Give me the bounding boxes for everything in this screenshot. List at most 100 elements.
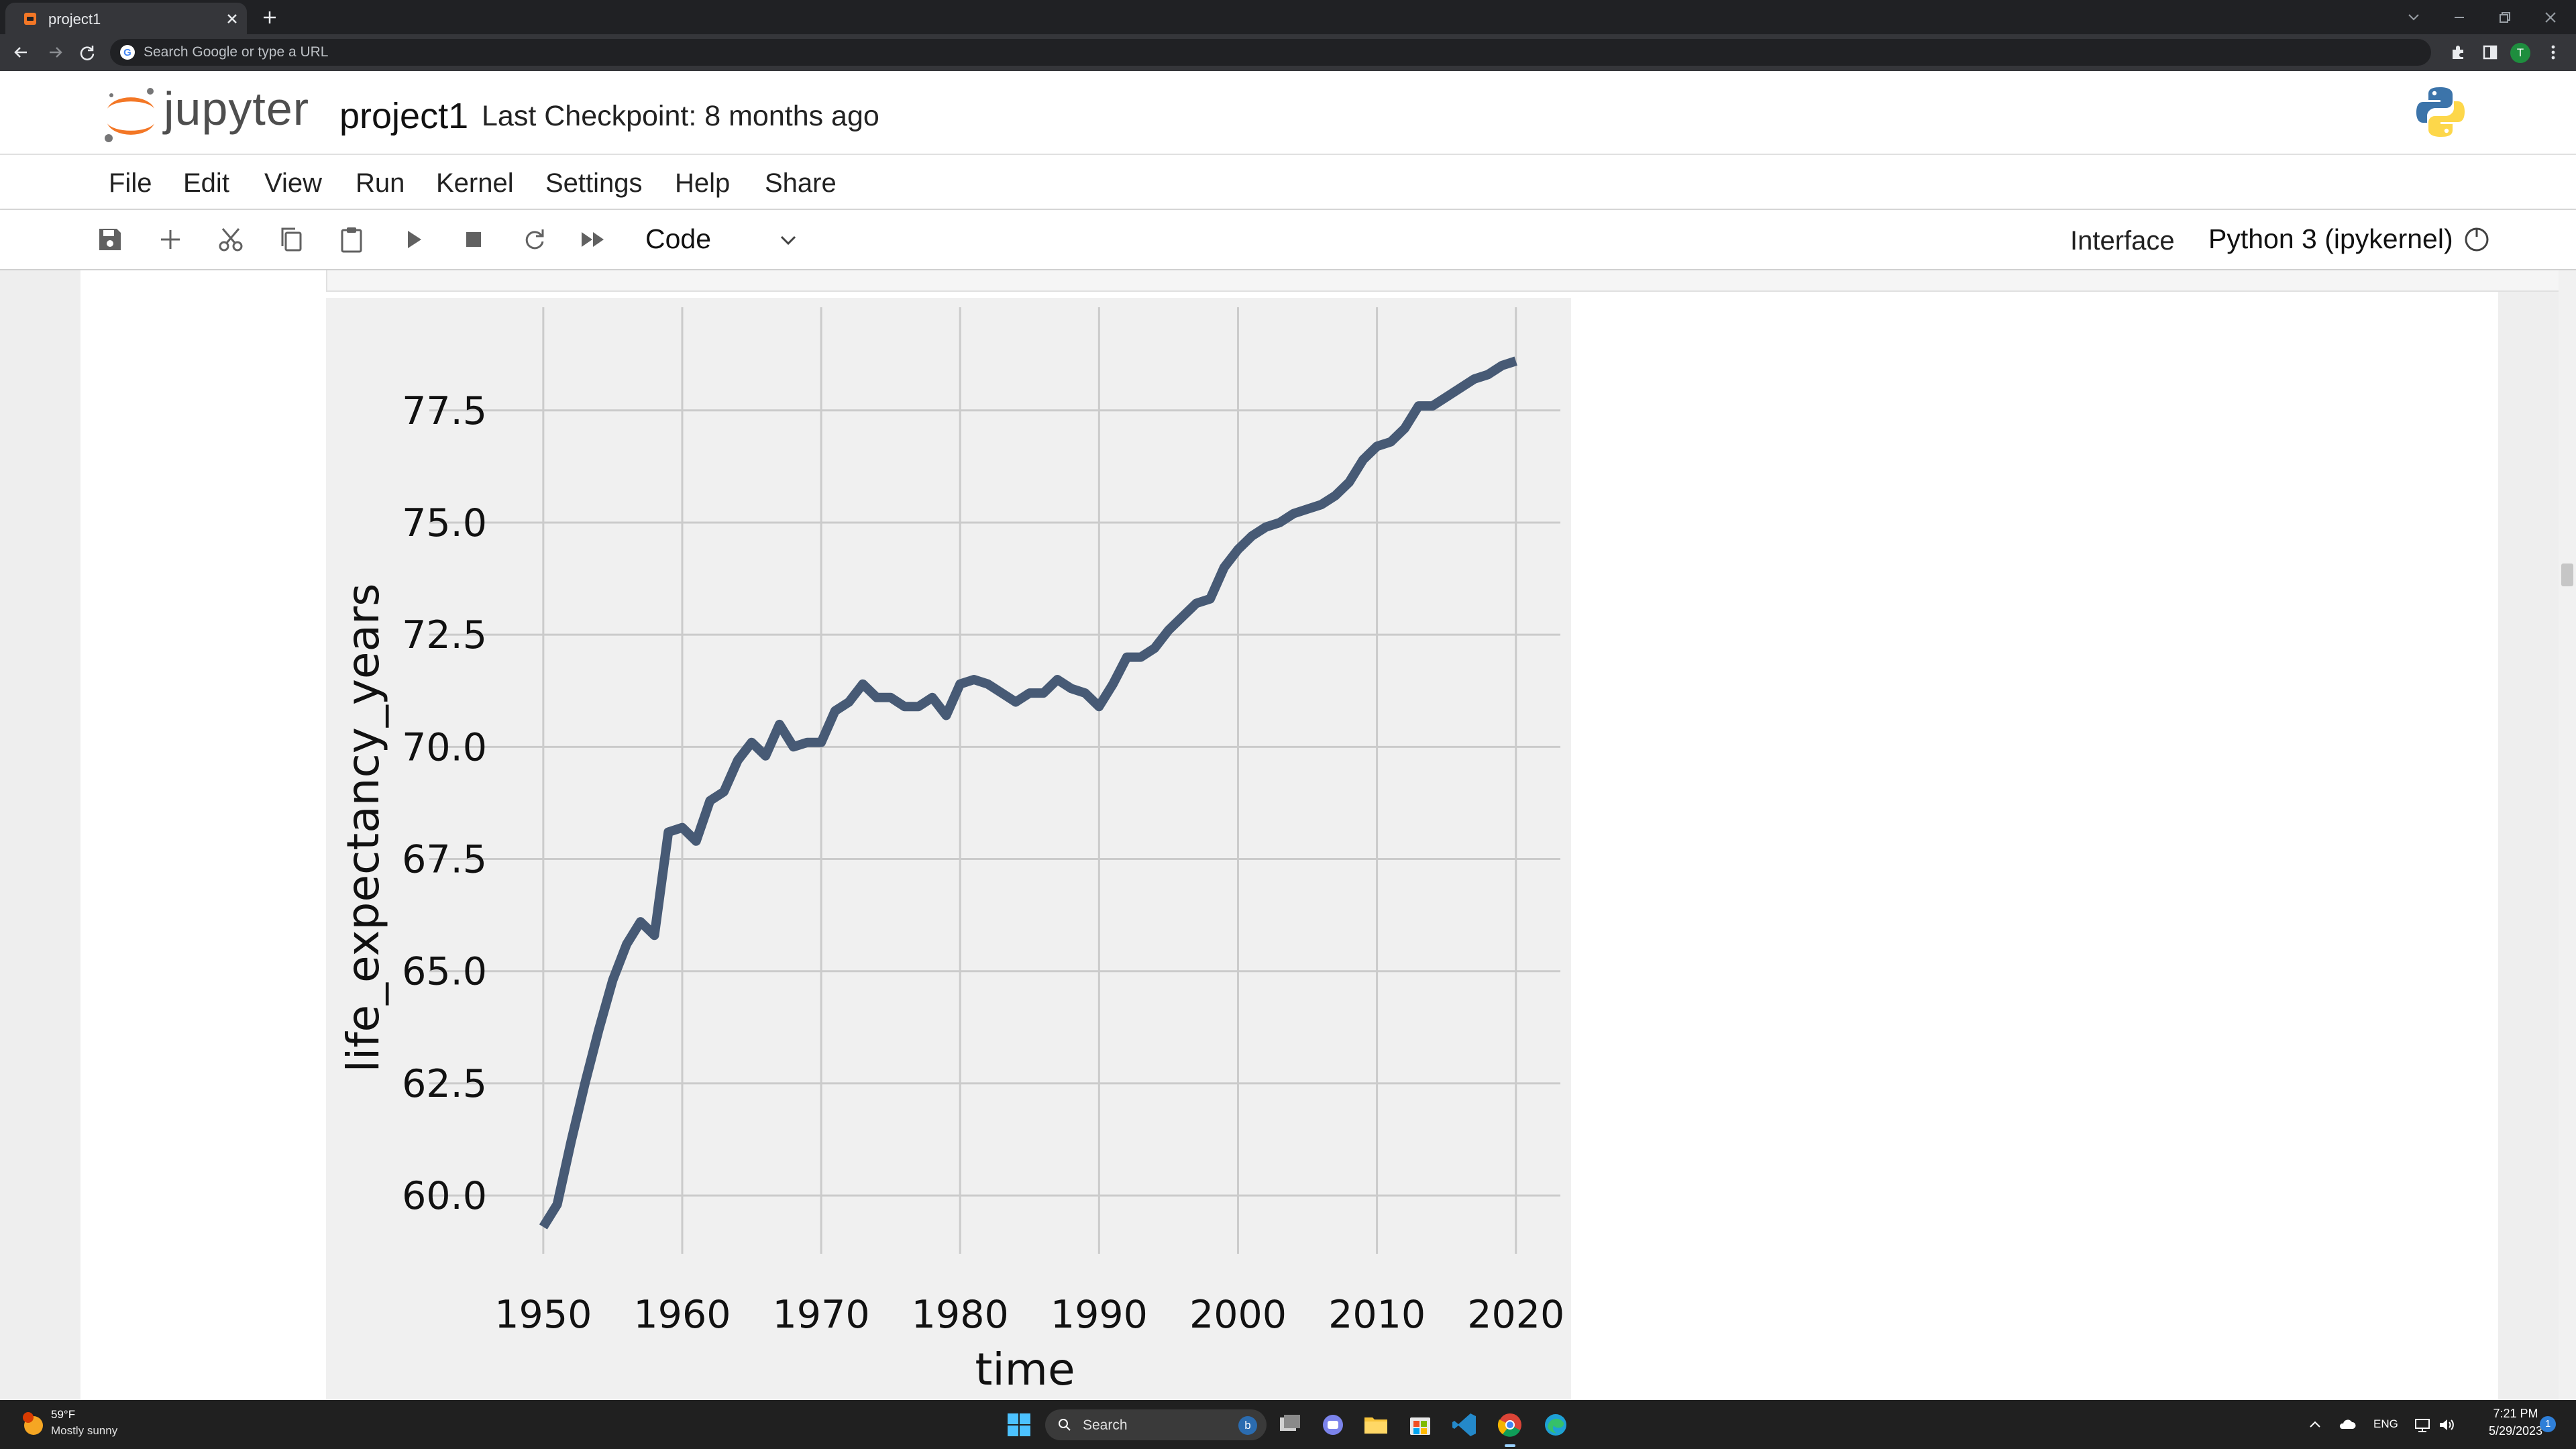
jupyter-logo-icon[interactable] [101,85,161,145]
google-g-icon: G [120,45,135,60]
taskbar-search-box[interactable]: Search b [1045,1409,1267,1440]
jupyter-favicon-icon [24,13,36,25]
menu-run[interactable]: Run [356,168,405,198]
jupyter-menubar: File Edit View Run Kernel Settings Help … [0,155,2576,210]
y-axis-label: life_expectancy_years [337,584,389,1073]
menu-view[interactable]: View [264,168,322,198]
notebook-title[interactable]: project1 [339,96,469,136]
input-language[interactable]: ENG [2373,1417,2398,1430]
kernel-idle-status-icon [2465,227,2489,252]
notebook-scrollbar-thumb[interactable] [2561,564,2573,586]
edge-icon[interactable] [1542,1411,1570,1439]
bing-icon: b [1238,1416,1257,1435]
restart-kernel-icon[interactable] [519,225,549,254]
minimize-window-icon[interactable] [2447,5,2471,30]
interface-switcher[interactable]: Interface [2070,226,2175,256]
last-checkpoint-status: Last Checkpoint: 8 months ago [482,100,879,132]
series-line [539,356,1517,1230]
notebook-scrollbar[interactable] [2559,270,2576,1400]
onedrive-cloud-icon[interactable] [2337,1415,2357,1435]
browser-tab-project1[interactable]: project1 [5,3,247,34]
chevron-down-icon[interactable] [777,230,800,250]
menu-edit[interactable]: Edit [183,168,229,198]
weather-description: Mostly sunny [51,1424,118,1437]
reload-icon[interactable] [75,40,99,64]
y-tick-label: 75.0 [402,501,487,545]
x-tick-label: 1950 [494,1293,592,1337]
interrupt-stop-icon[interactable] [459,225,488,254]
omnibox-placeholder: Search Google or type a URL [144,44,329,60]
task-view-icon[interactable] [1276,1411,1304,1439]
profile-avatar[interactable]: T [2510,43,2530,63]
show-hidden-icons-chevron-icon[interactable] [2305,1415,2325,1435]
browser-tab-strip: project1 [0,0,2576,34]
vscode-icon[interactable] [1450,1411,1479,1439]
chrome-active-indicator [1505,1444,1515,1447]
forward-arrow-icon[interactable] [43,40,67,64]
weather-temperature: 59°F [51,1408,76,1421]
windows-taskbar: 59°F Mostly sunny Search b [0,1400,2576,1449]
save-icon[interactable] [95,225,125,254]
jupyter-header: jupyter project1 Last Checkpoint: 8 mont… [0,71,2576,155]
x-tick-label: 1990 [1051,1293,1148,1337]
y-tick-label: 67.5 [402,838,487,882]
kernel-name-button[interactable]: Python 3 (ipykernel) [2208,223,2453,254]
network-icon[interactable] [2412,1415,2432,1435]
menu-file[interactable]: File [109,168,152,198]
close-window-icon[interactable] [2538,5,2563,30]
x-tick-label: 1980 [912,1293,1009,1337]
microsoft-store-icon[interactable] [1406,1411,1434,1439]
jupyter-wordmark: jupyter [164,83,310,135]
clock-time[interactable]: 7:21 PM [2493,1407,2538,1420]
menu-share[interactable]: Share [765,168,837,198]
x-tick-label: 2020 [1467,1293,1564,1337]
y-tick-label: 65.0 [402,950,487,994]
file-explorer-icon[interactable] [1362,1411,1390,1439]
y-tick-label: 70.0 [402,725,487,769]
search-icon [1059,1419,1071,1431]
restore-window-icon[interactable] [2493,5,2517,30]
omnibox-address-field[interactable]: G Search Google or type a URL [110,39,2431,66]
x-tick-label: 1970 [773,1293,870,1337]
back-arrow-icon[interactable] [9,40,34,64]
x-tick-label: 2000 [1189,1293,1287,1337]
y-tick-label: 62.5 [402,1062,487,1106]
copy-icon[interactable] [276,225,306,254]
restart-run-all-fast-forward-icon[interactable] [578,225,608,254]
browser-menu-icon[interactable] [2542,42,2564,63]
life-expectancy-line-chart: 1950 1960 1970 1980 1990 2000 2010 2020 60.0 62.5… [337,307,1564,1395]
paste-clipboard-icon[interactable] [337,225,366,254]
browser-toolbar: G Search Google or type a URL T [0,34,2576,71]
clock-date[interactable]: 5/29/2023 [2488,1424,2543,1438]
cut-scissors-icon[interactable] [216,225,246,254]
menu-help[interactable]: Help [675,168,731,198]
notification-badge[interactable]: 1 [2540,1416,2556,1432]
x-tick-label: 1960 [633,1293,731,1337]
code-cell-input[interactable] [326,270,2560,292]
svg-text:G: G [123,47,131,58]
new-tab-plus-icon[interactable] [259,7,280,28]
x-axis-label: time [975,1344,1075,1395]
tab-title: project1 [48,11,101,28]
y-tick-label: 60.0 [402,1174,487,1218]
taskbar-search-label: Search [1083,1417,1128,1433]
tab-search-chevron-icon[interactable] [2402,5,2426,30]
y-tick-label: 77.5 [402,389,487,433]
side-panel-icon[interactable] [2479,42,2501,63]
run-cell-play-icon[interactable] [398,225,428,254]
windows-start-icon[interactable] [1005,1411,1033,1439]
teams-chat-icon[interactable] [1319,1411,1347,1439]
y-tick-label: 72.5 [402,613,487,657]
cell-output-plot: 1950 1960 1970 1980 1990 2000 2010 2020 60.0 62.5… [326,298,1571,1400]
menu-kernel[interactable]: Kernel [436,168,514,198]
volume-speaker-icon[interactable] [2436,1415,2457,1435]
notebook-area: 1950 1960 1970 1980 1990 2000 2010 2020 60.0 62.5… [0,270,2576,1400]
weather-sun-icon[interactable] [19,1409,48,1439]
extensions-puzzle-icon[interactable] [2447,42,2469,63]
x-tick-label: 2010 [1328,1293,1426,1337]
chrome-icon[interactable] [1496,1411,1524,1439]
close-tab-icon[interactable] [223,9,241,28]
cell-type-dropdown[interactable]: Code [645,223,712,254]
add-cell-plus-icon[interactable] [156,225,185,254]
menu-settings[interactable]: Settings [545,168,643,198]
